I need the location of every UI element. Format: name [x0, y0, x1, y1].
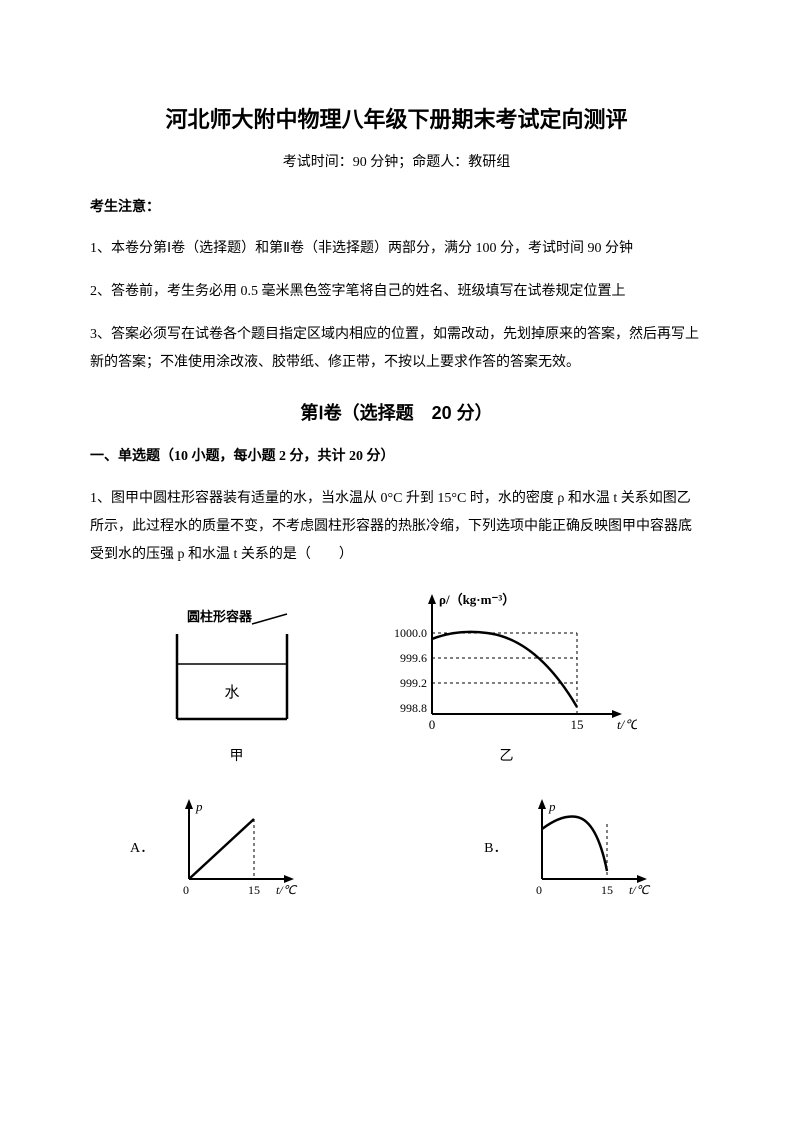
option-a: A． p t/℃ 0 15	[130, 799, 304, 899]
ytick: 999.6	[400, 651, 427, 665]
x-label: t/℃	[629, 883, 651, 897]
option-letter-a: A．	[130, 836, 154, 861]
figure-label-yi: 乙	[500, 744, 514, 769]
question-text: 1、图甲中圆柱形容器装有适量的水，当水温从 0°C 升到 15°C 时，水的密度…	[90, 485, 703, 569]
xtick: 0	[428, 717, 435, 732]
option-b-chart: p t/℃ 0 15	[517, 799, 657, 899]
section-title: 第Ⅰ卷（选择题 20 分）	[90, 397, 703, 429]
question-figures: 圆柱形容器 水 甲 ρ/（kg·m⁻³） t/℃ 1000.0 99	[90, 589, 703, 769]
ytick: 1000.0	[394, 626, 427, 640]
xtick: 0	[536, 883, 542, 897]
notice-heading: 考生注意：	[90, 195, 703, 220]
figure-label-jia: 甲	[230, 744, 244, 769]
xtick: 0	[183, 883, 189, 897]
figure-jia: 圆柱形容器 水 甲	[157, 609, 317, 769]
xtick: 15	[570, 717, 583, 732]
notice-item: 2、答卷前，考生务必用 0.5 毫米黑色签字笔将自己的姓名、班级填写在试卷规定位…	[90, 278, 703, 306]
density-chart: ρ/（kg·m⁻³） t/℃ 1000.0 999.6 999.2 998.8 …	[377, 589, 637, 739]
exam-subtitle: 考试时间：90 分钟；命题人：教研组	[90, 150, 703, 175]
notice-item: 3、答案必须写在试卷各个题目指定区域内相应的位置，如需改动，先划掉原来的答案，然…	[90, 321, 703, 377]
exam-title: 河北师大附中物理八年级下册期末考试定向测评	[90, 100, 703, 140]
x-label: t/℃	[276, 883, 298, 897]
figure-yi: ρ/（kg·m⁻³） t/℃ 1000.0 999.6 999.2 998.8 …	[377, 589, 637, 769]
water-label: 水	[224, 684, 239, 701]
notice-item: 1、本卷分第Ⅰ卷（选择题）和第Ⅱ卷（非选择题）两部分，满分 100 分，考试时间…	[90, 235, 703, 263]
y-axis-label: ρ/（kg·m⁻³）	[439, 592, 515, 607]
xtick: 15	[601, 883, 613, 897]
ytick: 998.8	[400, 701, 427, 715]
y-label: p	[195, 799, 203, 814]
question-heading: 一、单选题（10 小题，每小题 2 分，共计 20 分）	[90, 444, 703, 469]
ytick: 999.2	[400, 676, 427, 690]
x-axis-label: t/℃	[617, 717, 637, 732]
option-b: B． p t/℃ 0 15	[484, 799, 657, 899]
option-a-chart: p t/℃ 0 15	[164, 799, 304, 899]
xtick: 15	[248, 883, 260, 897]
y-label: p	[548, 799, 556, 814]
container-label: 圆柱形容器	[186, 609, 252, 624]
container-diagram: 圆柱形容器 水	[157, 609, 317, 739]
option-letter-b: B．	[484, 836, 507, 861]
options-row: A． p t/℃ 0 15 B． p t/℃ 0 15	[90, 799, 703, 899]
